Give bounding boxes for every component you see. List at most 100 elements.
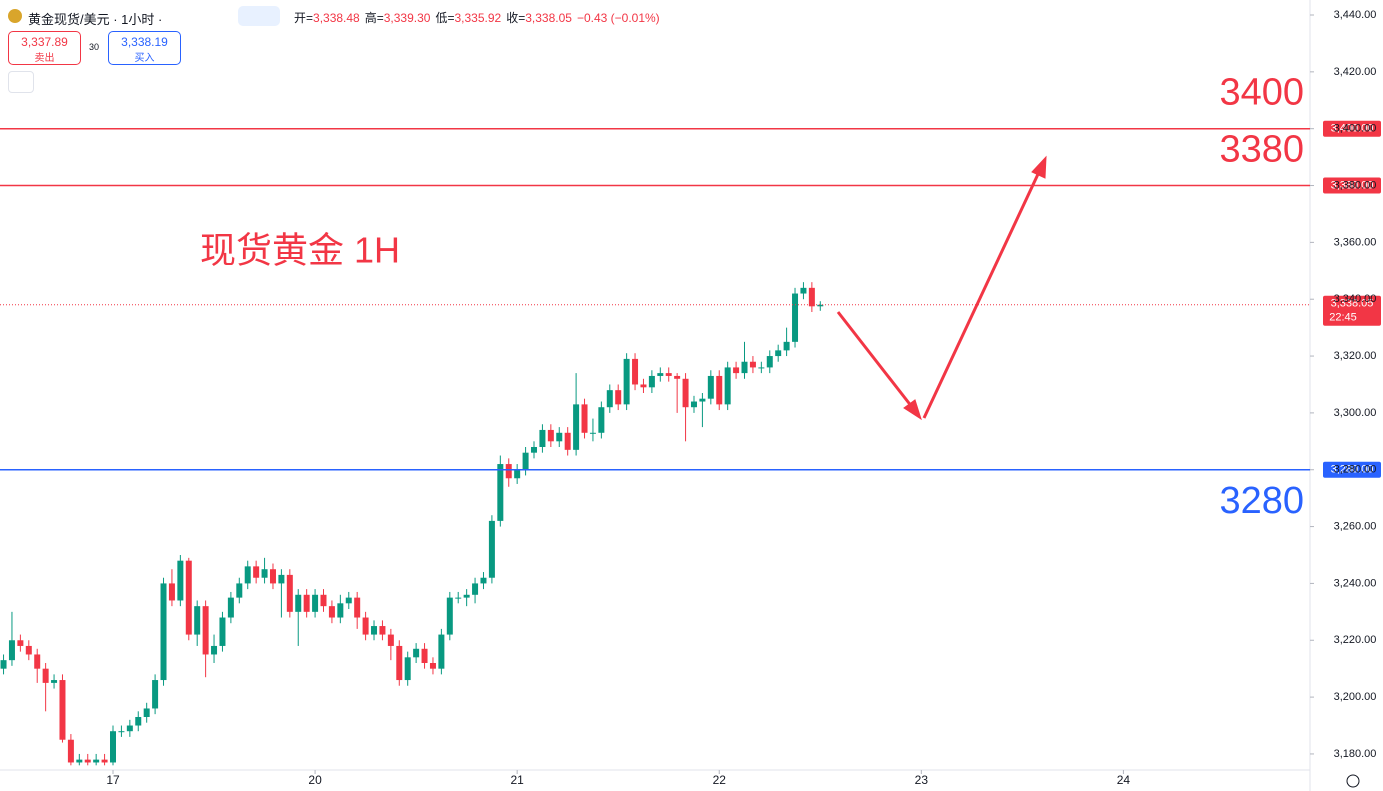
candle-body <box>354 597 361 618</box>
ohlc-value: 3,339.30 <box>383 11 431 25</box>
candle-body <box>682 378 689 408</box>
candle-body <box>564 432 571 450</box>
countdown-label: 22:45 <box>1329 312 1357 324</box>
candle-body <box>505 464 512 479</box>
candle-body <box>446 597 453 635</box>
price-label: 3,380.00 <box>1331 179 1374 191</box>
candle-body <box>303 594 310 612</box>
candle-body <box>808 287 815 307</box>
candle-body <box>581 404 588 433</box>
y-tick-label: 3,400.00 <box>1334 123 1377 135</box>
y-tick-label: 3,180.00 <box>1334 748 1377 760</box>
level-annotation: 3400 <box>1219 72 1304 114</box>
candle-body <box>328 606 335 618</box>
spread: 30 <box>89 42 100 52</box>
candle-body <box>362 617 369 635</box>
candle-body <box>278 574 285 584</box>
candle-body <box>59 680 66 740</box>
candle-body <box>514 469 521 479</box>
candle-body <box>472 583 479 595</box>
candle-body <box>177 560 184 601</box>
arrow-head <box>903 399 922 421</box>
candle-body <box>51 680 58 683</box>
candle-body <box>261 569 268 578</box>
candle-body <box>429 662 436 669</box>
ohlc-label: 开= <box>294 11 314 25</box>
collapse-button[interactable] <box>8 71 34 93</box>
candle-body <box>800 287 807 294</box>
candle-body <box>135 716 142 726</box>
candle-body <box>387 634 394 646</box>
settings-icon[interactable] <box>1346 774 1360 788</box>
buy-price: 3,338.19 <box>121 35 168 49</box>
candle-body <box>606 390 613 408</box>
candle-body <box>34 654 41 669</box>
candle-body <box>749 361 756 368</box>
buy-label: 买入 <box>134 53 155 64</box>
y-tick-label: 3,360.00 <box>1334 236 1377 248</box>
candle-body <box>236 583 243 598</box>
candle-body <box>25 645 32 655</box>
projection-arrows <box>836 155 1047 421</box>
candle-body <box>168 583 175 601</box>
candle-body <box>758 367 765 369</box>
candle-body <box>109 731 116 763</box>
y-tick-label: 3,320.00 <box>1334 350 1377 362</box>
ohlc-change: −0.43 (−0.01%) <box>576 11 660 25</box>
candle-body <box>8 640 15 661</box>
candle-body <box>522 452 529 470</box>
candle-body <box>101 759 108 763</box>
y-tick-label: 3,280.00 <box>1334 464 1377 476</box>
symbol-icon <box>8 9 22 23</box>
candle-body <box>598 407 605 433</box>
y-tick-label: 3,340.00 <box>1334 293 1377 305</box>
buy-button[interactable]: 3,338.19 买入 <box>108 31 181 65</box>
price-label: 3,280.00 <box>1331 464 1374 476</box>
candle-body <box>76 759 83 763</box>
sell-label: 卖出 <box>34 53 55 64</box>
annotation-title: 现货黄金 1H <box>200 230 400 271</box>
level-annotation: 3280 <box>1219 480 1304 522</box>
candle-body <box>93 759 100 763</box>
candle-body <box>556 432 563 442</box>
candle-body <box>783 341 790 351</box>
last-price-box <box>1323 295 1381 326</box>
candle-body <box>67 739 74 763</box>
candle-body <box>657 373 664 376</box>
sell-button[interactable]: 3,337.89 卖出 <box>8 31 81 65</box>
ohlc-value: 3,335.92 <box>454 11 502 25</box>
candle-body <box>488 520 495 578</box>
candle-body <box>253 566 260 578</box>
x-tick-label: 17 <box>106 773 120 787</box>
candle-body <box>724 367 731 405</box>
candle-body <box>84 759 91 763</box>
candle-body <box>766 356 773 368</box>
arrow-line <box>836 311 914 408</box>
x-tick-label: 20 <box>308 773 322 787</box>
candle-body <box>623 358 630 405</box>
candle-body <box>699 398 706 402</box>
candle-body <box>126 725 133 732</box>
ohlc-value: 3,338.48 <box>313 11 360 25</box>
y-tick-label: 3,300.00 <box>1334 407 1377 419</box>
y-tick-label: 3,420.00 <box>1334 66 1377 78</box>
y-tick-label: 3,240.00 <box>1334 577 1377 589</box>
candle-body <box>690 401 697 408</box>
sell-price: 3,337.89 <box>21 35 68 49</box>
symbol: 黄金现货/美元 · 1小时 · <box>28 12 163 27</box>
y-tick-label: 3,380.00 <box>1334 179 1377 191</box>
candle-body <box>312 594 319 612</box>
candle-body <box>244 566 251 584</box>
x-tick-label: 22 <box>713 773 727 787</box>
toggle[interactable] <box>238 6 280 26</box>
candle-body <box>665 373 672 376</box>
price-label-box <box>1323 120 1381 137</box>
price-label-box <box>1323 461 1381 478</box>
candle-body <box>497 464 504 521</box>
ohlc-value: 3,338.05 <box>525 11 572 25</box>
last-price-label: 3,338.05 <box>1331 298 1374 310</box>
arrow-line <box>922 171 1041 419</box>
candle-body <box>775 350 782 357</box>
